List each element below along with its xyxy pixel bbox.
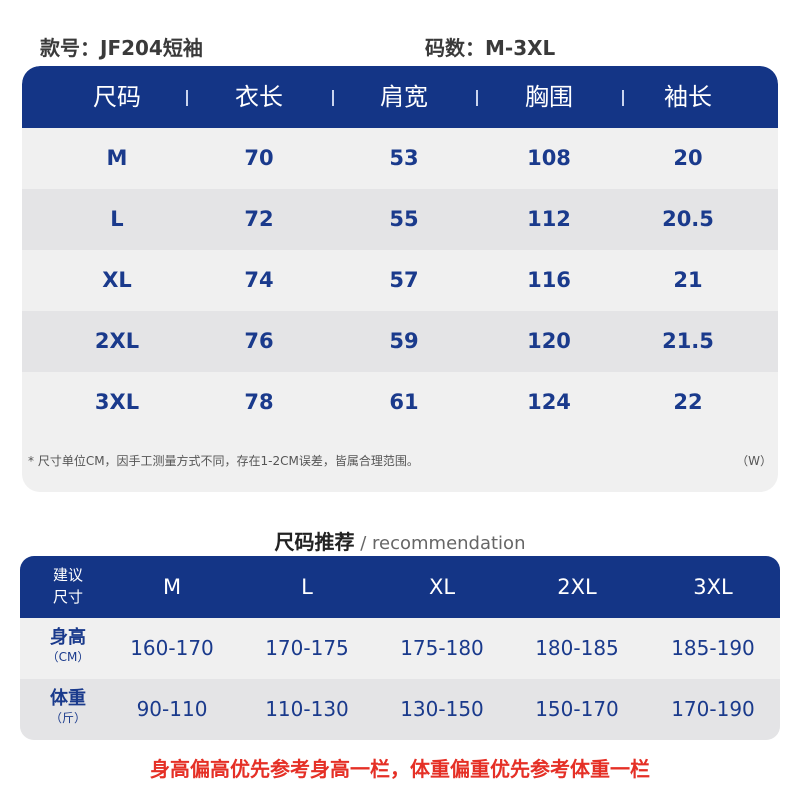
recommendation-title-sub: / recommendation: [354, 533, 526, 554]
cell-size: XL: [102, 268, 132, 292]
cell-chest: 116: [527, 268, 571, 292]
style-number: 款号：JF204短袖: [40, 36, 203, 60]
header-divider: [476, 90, 478, 106]
cell-chest: 108: [527, 146, 571, 170]
height-cell: 175-180: [400, 636, 484, 660]
size-chart-table: 尺码 衣长 肩宽 胸围 袖长 M 70 53 108 20 L 72 55 11…: [22, 66, 778, 492]
corner-label-line2: 尺寸: [52, 588, 83, 606]
cell-size: 3XL: [94, 390, 140, 414]
table-row: 2XL 76 59 120 21.5: [22, 311, 778, 372]
table-row: L 72 55 112 20.5: [22, 189, 778, 250]
cell-sleeve: 22: [673, 390, 703, 414]
header-size: 尺码: [93, 83, 141, 111]
unit-mark: （W）: [736, 454, 772, 468]
header-sleeve: 袖长: [664, 83, 712, 111]
corner-label-line1: 建议: [52, 566, 83, 584]
size-chart-header: 尺码 衣长 肩宽 胸围 袖长: [22, 66, 778, 128]
cell-size: L: [110, 207, 124, 231]
cell-chest: 112: [527, 207, 571, 231]
weight-cell: 90-110: [136, 697, 208, 721]
recommendation-header: 建议 尺寸 M L XL 2XL 3XL: [20, 556, 780, 618]
cell-shoulder: 61: [389, 390, 419, 414]
weight-cell: 110-130: [265, 697, 349, 721]
weight-unit: （斤）: [49, 711, 86, 725]
header-size-xl: XL: [428, 575, 456, 599]
cell-shoulder: 59: [389, 329, 419, 353]
height-cell: 160-170: [130, 636, 214, 660]
cell-sleeve: 21: [673, 268, 703, 292]
header-chest: 胸围: [525, 83, 573, 111]
cell-sleeve: 20: [673, 146, 703, 170]
height-label: 身高 （CM）: [20, 626, 116, 664]
measurement-note: * 尺寸单位CM，因手工测量方式不同，存在1-2CM误差，皆属合理范围。: [28, 454, 419, 468]
height-cell: 185-190: [671, 636, 755, 660]
header-length: 衣长: [235, 83, 283, 111]
weight-cell: 150-170: [535, 697, 619, 721]
header-divider: [332, 90, 334, 106]
table-row: 3XL 78 61 124 22: [22, 372, 778, 433]
height-unit: （CM）: [46, 650, 90, 664]
recommendation-table: 建议 尺寸 M L XL 2XL 3XL 身高 （CM） 160-170 170…: [20, 556, 780, 740]
cell-length: 74: [244, 268, 274, 292]
cell-length: 76: [244, 329, 274, 353]
cell-length: 70: [244, 146, 274, 170]
cell-chest: 120: [527, 329, 571, 353]
table-row: 体重 （斤） 90-110 110-130 130-150 150-170 17…: [20, 679, 780, 740]
height-cell: 180-185: [535, 636, 619, 660]
table-row: XL 74 57 116 21: [22, 250, 778, 311]
cell-size: M: [106, 146, 128, 170]
cell-shoulder: 55: [389, 207, 419, 231]
cell-length: 72: [244, 207, 274, 231]
product-info-line: 款号：JF204短袖 码数：M-3XL: [40, 28, 760, 62]
weight-cell: 130-150: [400, 697, 484, 721]
header-shoulder: 肩宽: [380, 83, 428, 111]
recommendation-title: 尺码推荐 / recommendation: [0, 526, 800, 555]
header-size-m: M: [162, 575, 182, 599]
header-size-2xl: 2XL: [557, 575, 597, 599]
table-row: M 70 53 108 20: [22, 128, 778, 189]
cell-shoulder: 57: [389, 268, 419, 292]
cell-chest: 124: [527, 390, 571, 414]
weight-cell: 170-190: [671, 697, 755, 721]
footer-note: 身高偏高优先参考身高一栏，体重偏重优先参考体重一栏: [150, 757, 650, 781]
height-label-text: 身高: [50, 627, 86, 648]
table-row: 身高 （CM） 160-170 170-175 175-180 180-185 …: [20, 618, 780, 679]
header-size-3xl: 3XL: [693, 575, 733, 599]
size-range: 码数：M-3XL: [425, 36, 556, 60]
weight-label: 体重 （斤）: [20, 687, 116, 725]
header-size-l: L: [301, 575, 313, 599]
header-divider: [622, 90, 624, 106]
cell-length: 78: [244, 390, 274, 414]
cell-sleeve: 21.5: [662, 329, 714, 353]
header-divider: [186, 90, 188, 106]
weight-label-text: 体重: [50, 688, 86, 709]
cell-size: 2XL: [94, 329, 140, 353]
corner-label: 建议 尺寸: [20, 564, 116, 608]
height-cell: 170-175: [265, 636, 349, 660]
cell-sleeve: 20.5: [662, 207, 714, 231]
recommendation-title-main: 尺码推荐: [274, 530, 355, 554]
cell-shoulder: 53: [389, 146, 419, 170]
